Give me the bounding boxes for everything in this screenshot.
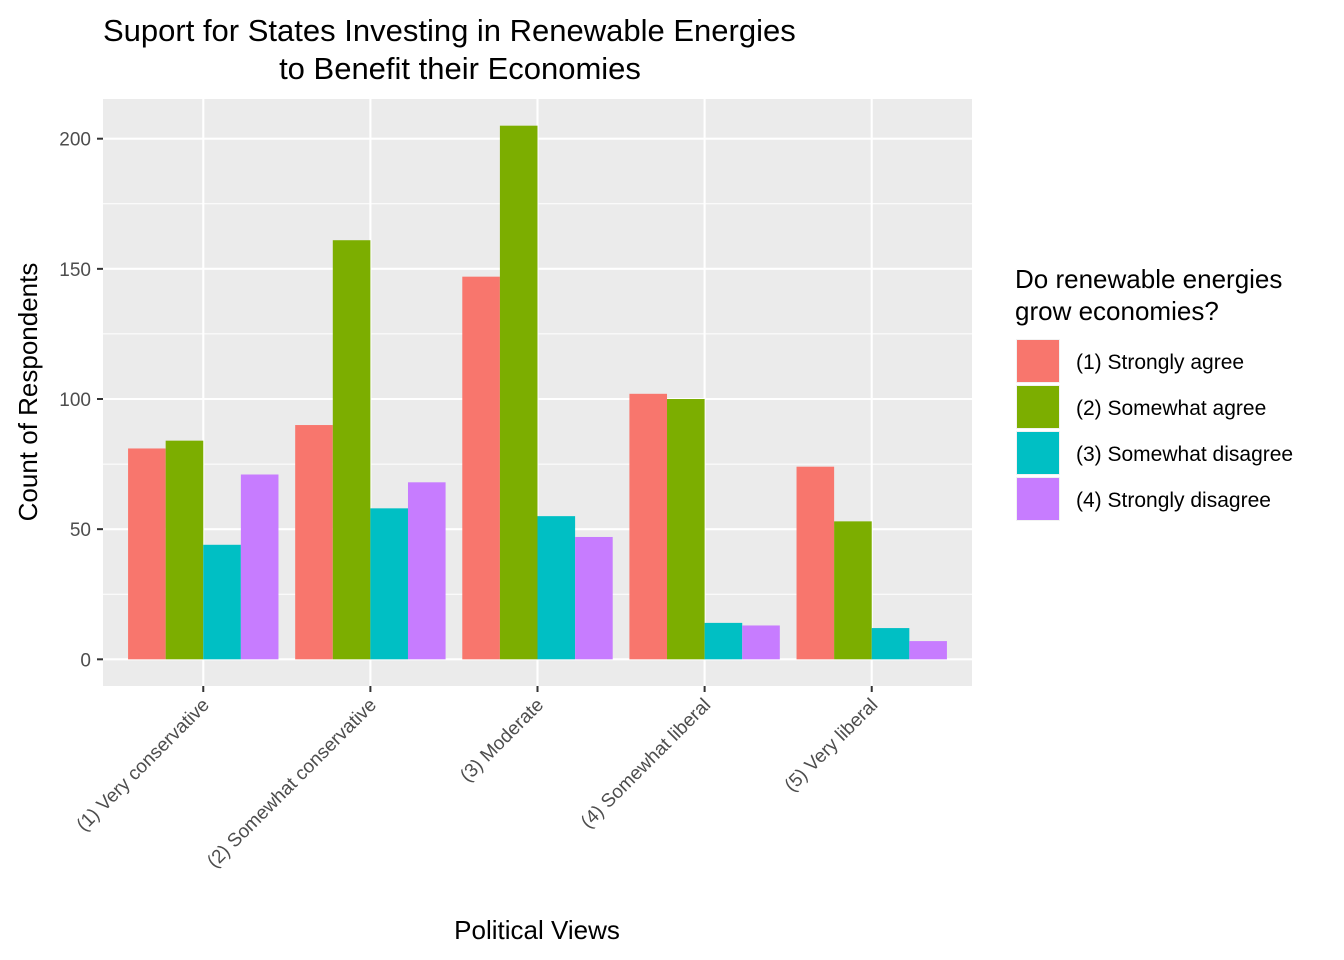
bar [240, 474, 279, 660]
bar [370, 508, 408, 660]
y-tick-label: 200 [59, 130, 91, 151]
legend: Do renewable energies grow economies? (1… [1015, 264, 1293, 521]
legend-label: (4) Strongly disagree [1076, 489, 1271, 512]
y-tick-label: 150 [59, 260, 91, 281]
y-tick-label: 100 [59, 390, 91, 411]
bar [834, 521, 872, 660]
x-tick-label: (1) Very conservative [73, 695, 214, 836]
legend-label: (1) Strongly agree [1076, 351, 1244, 374]
legend-key [1017, 432, 1059, 474]
legend-title-line-1: Do renewable energies [1015, 264, 1282, 294]
x-axis: (1) Very conservative(2) Somewhat conser… [73, 686, 882, 873]
bar [537, 516, 576, 660]
bar [629, 393, 668, 660]
bar [203, 544, 241, 660]
x-tick-label: (4) Somewhat liberal [577, 695, 715, 833]
bar [407, 482, 446, 660]
y-axis: 0 50 100 150 200 [59, 130, 103, 671]
bar [295, 425, 333, 660]
legend-key [1017, 386, 1059, 428]
x-tick-label: (3) Moderate [456, 695, 548, 787]
bar [871, 628, 910, 660]
bars [128, 125, 947, 660]
bar [742, 625, 780, 660]
legend-label: (3) Somewhat disagree [1076, 443, 1293, 466]
chart-title-line-2: to Benefit their Economies [279, 51, 641, 86]
chart-title-line-1: Suport for States Investing in Renewable… [103, 13, 796, 48]
bar [128, 448, 166, 660]
bar [575, 536, 613, 660]
y-axis-title: Count of Respondents [13, 263, 43, 522]
bar [165, 440, 204, 660]
legend-label: (2) Somewhat agree [1076, 397, 1266, 420]
x-tick-label: (2) Somewhat conservative [203, 695, 381, 873]
bar [462, 276, 500, 660]
bar [499, 125, 538, 660]
legend-title-line-2: grow economies? [1015, 296, 1219, 326]
bar [796, 466, 835, 660]
bar [667, 399, 705, 660]
y-tick-label: 50 [70, 520, 91, 541]
x-tick-label: (5) Very liberal [781, 695, 882, 796]
legend-items: (1) Strongly agree (2) Somewhat agree (3) … [1016, 339, 1293, 521]
bar [704, 622, 743, 660]
y-tick-label: 0 [80, 650, 91, 671]
x-axis-title: Political Views [454, 915, 620, 945]
legend-key [1017, 340, 1059, 382]
bar [909, 641, 947, 660]
legend-key [1017, 478, 1059, 520]
bar [332, 240, 371, 660]
